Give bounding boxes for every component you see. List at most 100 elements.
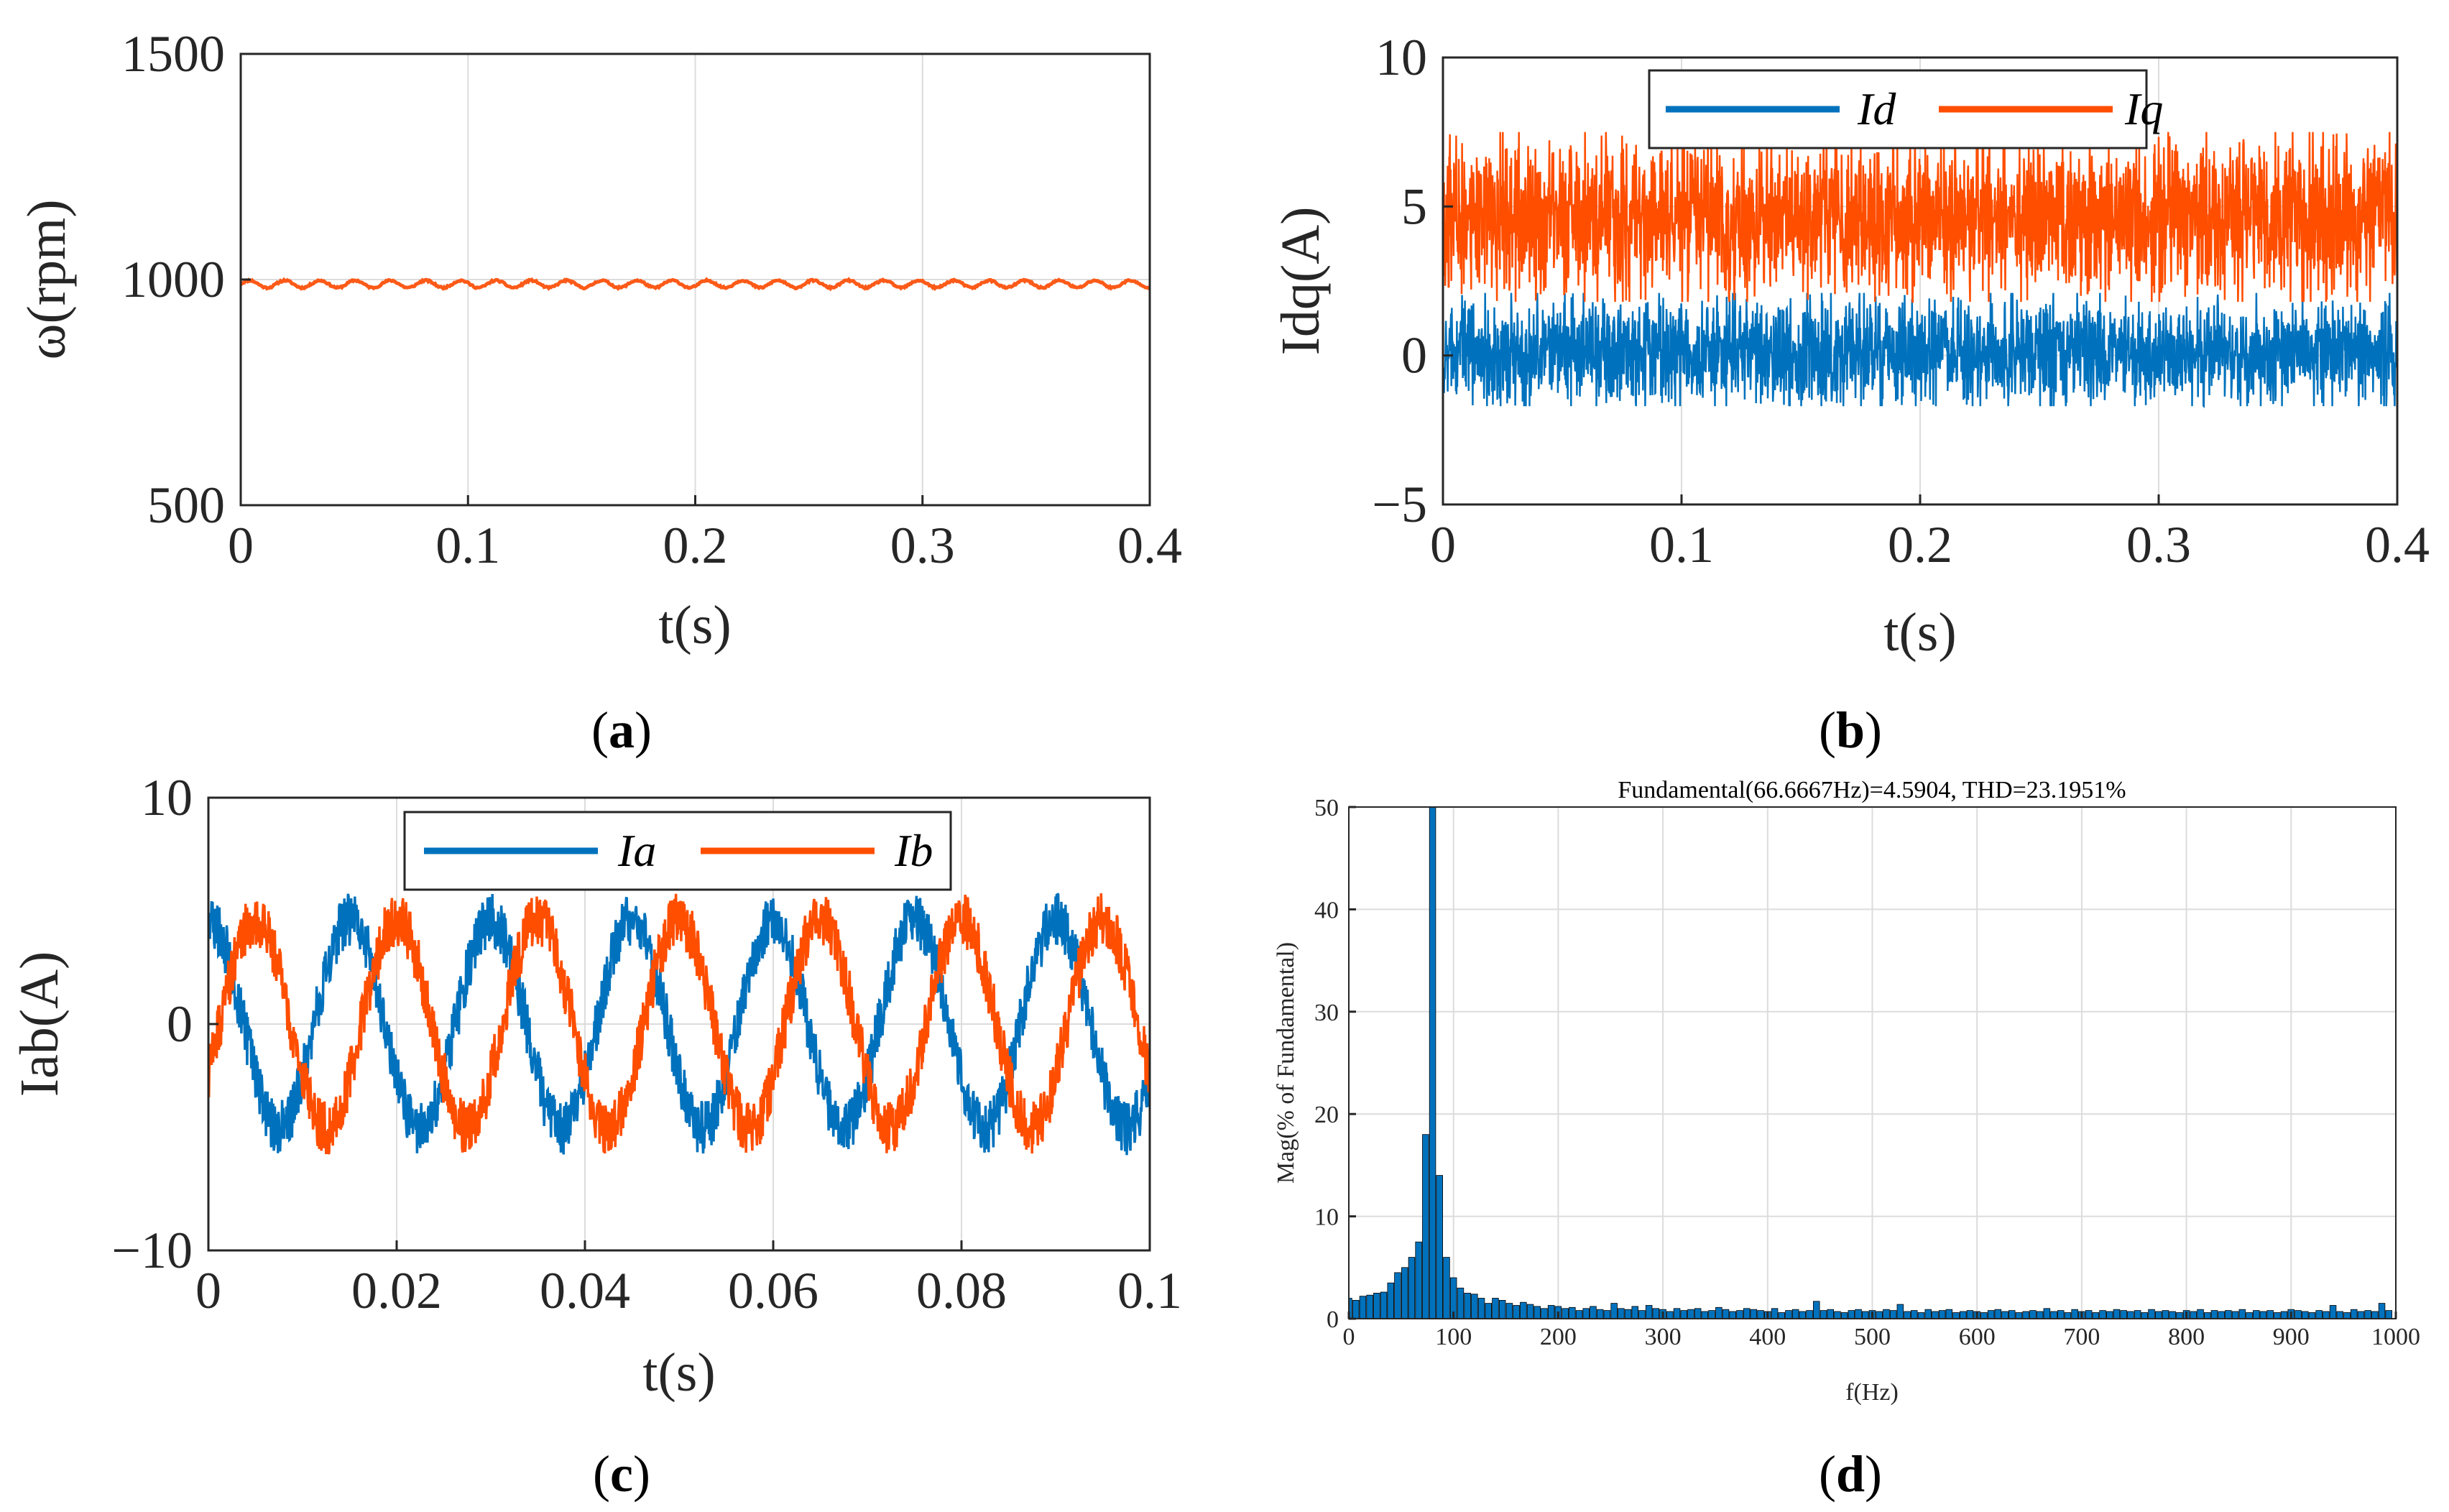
spectrum-bar <box>2057 1310 2065 1319</box>
xtick-label: 0.4 <box>1117 517 1182 574</box>
spectrum-bar <box>2238 1309 2246 1319</box>
spectrum-bar <box>2280 1311 2288 1319</box>
spectrum-bar <box>1562 1308 1569 1319</box>
spectrum-bar <box>1757 1310 1764 1319</box>
yticks-a: 500 1000 1500 <box>121 25 251 534</box>
spectrum-bar <box>1645 1305 1653 1319</box>
spectrum-bar <box>1932 1311 1939 1319</box>
xtick-label: 800 <box>2168 1324 2205 1350</box>
spectrum-bar <box>1715 1306 1722 1319</box>
spectrum-bar <box>1520 1301 1527 1319</box>
xtick-label: 700 <box>2063 1324 2100 1350</box>
caption-b: (b) <box>1819 701 1882 759</box>
ytick-label: 0 <box>1401 327 1427 384</box>
spectrum-bar <box>1464 1293 1471 1319</box>
ylabel-b: Idq(A) <box>1270 207 1331 356</box>
caption-a: (a) <box>591 701 652 759</box>
spectrum-bar <box>2190 1311 2197 1319</box>
spectrum-bar <box>2301 1311 2309 1319</box>
spectrum-bar <box>2043 1308 2051 1319</box>
grid-d <box>1349 807 2396 1319</box>
xtick-label: 0.06 <box>728 1262 818 1319</box>
spectrum-bar <box>1743 1308 1751 1319</box>
spectrum-bar <box>2120 1310 2127 1319</box>
spectrum-bar <box>1834 1311 1841 1319</box>
xtick-label: 0.02 <box>351 1262 442 1319</box>
legend-label-iq: Iq <box>2124 83 2163 134</box>
legend-label-id: Id <box>1857 83 1896 134</box>
spectrum-bar <box>1876 1311 1883 1319</box>
xtick-label: 0.08 <box>916 1262 1007 1319</box>
xticks-c: 0 0.02 0.04 0.06 0.08 0.1 <box>195 1240 1182 1319</box>
xtick-label: 0 <box>1430 516 1456 573</box>
spectrum-bar <box>1771 1308 1779 1319</box>
spectrum-bar <box>1485 1303 1492 1319</box>
spectrum-bar <box>1673 1308 1681 1319</box>
series-b <box>1443 132 2397 409</box>
xtick-label: 0.2 <box>1888 516 1952 573</box>
spectrum-bar <box>1778 1312 1785 1319</box>
spectrum-bar <box>2385 1310 2392 1319</box>
spectrum-bar <box>1896 1304 1904 1319</box>
ytick-label: 1000 <box>121 251 225 308</box>
xtick-label: 300 <box>1645 1324 1682 1350</box>
spectrum-bar <box>1687 1309 1694 1319</box>
ytick-label: 50 <box>1314 795 1339 821</box>
title-d: Fundamental(66.6667Hz)=4.5904, THD=23.19… <box>1618 777 2126 803</box>
spectrum-bar <box>1729 1311 1736 1319</box>
spectrum-bar <box>1457 1287 1465 1319</box>
spectrum-bar <box>1569 1306 1576 1319</box>
spectrum-bar <box>1855 1309 1862 1319</box>
spectrum-bar <box>1526 1304 1534 1319</box>
spectrum-bar <box>1513 1305 1520 1319</box>
spectrum-bar <box>1590 1306 1597 1319</box>
xtick-label: 0.04 <box>540 1262 630 1319</box>
spectrum-bar <box>2350 1309 2358 1319</box>
ytick-label: 1500 <box>121 25 225 83</box>
spectrum-bar <box>1694 1308 1702 1319</box>
spectrum-bar <box>1994 1309 2002 1319</box>
spectrum-bar <box>2246 1312 2253 1319</box>
spectrum-bar <box>2295 1310 2302 1319</box>
spectrum-bar <box>1359 1296 1367 1319</box>
spectrum-bar <box>2252 1310 2260 1319</box>
spectrum-bar <box>2210 1310 2218 1319</box>
spectrum-bar <box>1910 1310 1918 1319</box>
xticks-b: 0 0.1 0.2 0.3 0.4 <box>1430 494 2430 573</box>
spectrum-bar <box>2099 1310 2106 1319</box>
series-line-iq <box>1443 132 2397 303</box>
spectrum-bar <box>1541 1308 1548 1319</box>
spectrum-bar <box>1401 1267 1408 1319</box>
spectrum-bar <box>2071 1309 2078 1319</box>
spectrum-bar <box>1429 807 1436 1319</box>
spectrum-bar <box>1638 1310 1646 1319</box>
spectrum-bar <box>2364 1310 2371 1319</box>
series-line-id <box>1443 292 2397 409</box>
spectrum-bar <box>1449 1277 1457 1319</box>
spectrum-bar <box>1652 1308 1660 1319</box>
xtick-label: 0.1 <box>1117 1262 1182 1319</box>
ytick-label: −5 <box>1372 476 1427 533</box>
spectrum-bar <box>1959 1311 1967 1319</box>
spectrum-bar <box>2343 1312 2351 1319</box>
ytick-label: 5 <box>1401 178 1427 235</box>
spectrum-bar <box>1443 1257 1450 1319</box>
spectrum-bar <box>2154 1311 2162 1319</box>
xtick-label: 0.1 <box>1649 516 1714 573</box>
legend-label-ia: Ia <box>617 825 656 876</box>
ytick-label: 10 <box>141 769 193 826</box>
spectrum-bar <box>1582 1308 1590 1319</box>
spectrum-bar <box>1471 1294 1478 1319</box>
spectrum-bar <box>1904 1311 1911 1319</box>
xtick-label: 100 <box>1435 1324 1472 1350</box>
spectrum-bar <box>2036 1311 2044 1319</box>
spectrum-bar <box>1387 1282 1395 1319</box>
spectrum-bar <box>1945 1309 1953 1319</box>
spectrum-bar <box>1373 1293 1380 1319</box>
xtick-label: 0 <box>1343 1324 1355 1350</box>
spectrum-bar <box>1533 1306 1541 1319</box>
spectrum-bar <box>1498 1300 1506 1319</box>
